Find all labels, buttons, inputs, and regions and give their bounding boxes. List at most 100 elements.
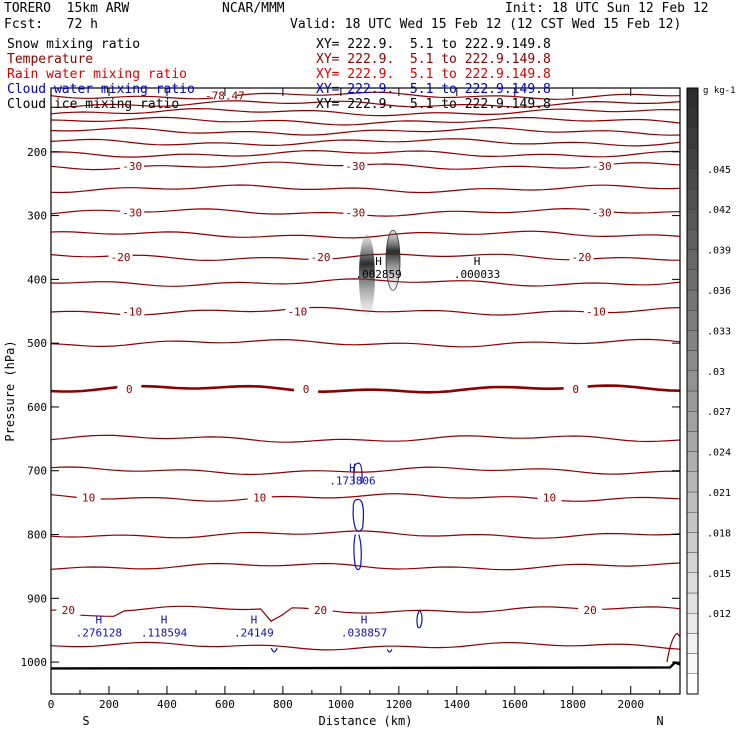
cloud-ice-shading (358, 234, 375, 319)
contour-label-bg (569, 251, 594, 264)
colorbar-tick-label: .015 (707, 569, 731, 580)
contour-label: 20 (62, 604, 75, 617)
temperature-contour (50, 641, 681, 651)
temperature-contour (666, 632, 681, 663)
contour-label-bg (285, 305, 310, 318)
colorbar-tick-label: .021 (707, 488, 731, 499)
contour-label: -78.47 (205, 90, 245, 103)
colorbar-segment (686, 653, 699, 674)
y-tick-label: 1000 (21, 656, 48, 669)
cloud-water-contour (386, 649, 393, 653)
contour-label: -30 (592, 206, 612, 219)
center-label: NCAR/MMM (222, 1, 285, 16)
cloud-water-contour (416, 610, 423, 629)
colorbar-segment (686, 128, 699, 149)
contour-label-bg (589, 206, 614, 219)
init-time: Init: 18 UTC Sun 12 Feb 12 (505, 1, 709, 16)
colorbar-segment (686, 269, 699, 291)
contour-label: -10 (287, 305, 307, 318)
contour-label: -30 (122, 206, 142, 219)
high-marker: H (161, 613, 168, 626)
contour-label-bg (589, 159, 614, 172)
cloud-water-contour (270, 647, 278, 653)
temperature-contour (50, 466, 681, 476)
high-value-label: .002859 (355, 268, 401, 281)
legend-temperature-xy: XY= 222.9. 5.1 to 222.9.149.8 (316, 52, 551, 67)
contour-label-bg (537, 491, 562, 504)
valid-time: Valid: 18 UTC Wed 15 Feb 12 (12 CST Wed … (290, 17, 682, 32)
terrain-line (50, 661, 681, 670)
temperature-contour (50, 338, 681, 348)
high-marker: H (361, 613, 368, 626)
colorbar-tick-label: .042 (707, 205, 731, 216)
colorbar-tick-label: .033 (707, 326, 731, 337)
cloud-water-contour (353, 462, 363, 484)
temperature-contour (50, 107, 681, 117)
colorbar-tick-label: .039 (707, 246, 731, 257)
legend-cloud-ice-name: Cloud ice mixing ratio (7, 97, 180, 112)
contour-label: 10 (543, 492, 556, 505)
south-label: S (82, 714, 89, 728)
high-marker: H (96, 613, 103, 626)
colorbar-tick-label: .027 (707, 407, 731, 418)
contour-label-bg (76, 491, 101, 504)
y-tick-label: 800 (27, 529, 47, 542)
temperature-contour (50, 184, 681, 194)
y-tick-label: 900 (27, 592, 47, 605)
contour-label-bg (56, 603, 81, 616)
colorbar-tick-label: .03 (707, 367, 725, 378)
temperature-contour (50, 91, 681, 100)
x-tick-label: 1200 (386, 698, 413, 711)
y-tick-label: 600 (27, 401, 47, 414)
high-value-label: .000033 (454, 268, 500, 281)
x-tick-label: 1000 (328, 698, 355, 711)
contour-label: -10 (586, 305, 606, 318)
x-tick-label: 1400 (444, 698, 471, 711)
colorbar-segment (686, 572, 699, 594)
colorbar-segment (686, 87, 699, 109)
x-tick-label: 2000 (617, 698, 644, 711)
legend-snow-xy: XY= 222.9. 5.1 to 222.9.149.8 (316, 37, 551, 52)
contour-label-bg (563, 383, 588, 396)
contour-label: 20 (314, 604, 327, 617)
colorbar-segment (686, 390, 699, 412)
contour-label: -10 (122, 305, 142, 318)
contour-label-bg (120, 206, 145, 219)
contour-label-bg (108, 251, 133, 264)
high-value-label: .276128 (76, 626, 122, 639)
contour-label: -20 (311, 251, 331, 264)
y-tick-label: 500 (27, 337, 47, 350)
colorbar-segment (686, 471, 699, 493)
contour-label: 10 (82, 492, 95, 505)
contour-label: -30 (122, 160, 142, 173)
contour-label-bg (343, 206, 368, 219)
x-axis-label: Distance (km) (319, 714, 413, 728)
colorbar-tick-label: .018 (707, 528, 731, 539)
colorbar-segment (686, 148, 699, 170)
colorbar-segment (686, 491, 699, 513)
high-value-label: .118594 (141, 626, 188, 639)
temperature-contour (50, 138, 681, 147)
colorbar-tick-label: .036 (707, 286, 731, 297)
contour-label-bg (343, 159, 368, 172)
temperature-contour (50, 434, 681, 443)
model-title: TORERO 15km ARW (4, 1, 130, 16)
x-tick-label: 800 (273, 698, 293, 711)
x-tick-label: 400 (157, 698, 177, 711)
contour-label-bg (308, 603, 333, 616)
colorbar-segment (686, 350, 699, 372)
high-marker: H (375, 255, 382, 268)
high-marker: H (349, 462, 356, 475)
legend-cloud-ice-xy: XY= 222.9. 5.1 to 222.9.149.8 (316, 97, 551, 112)
colorbar-segment (686, 330, 699, 351)
cloud-water-contour (353, 534, 362, 571)
legend-rain-xy: XY= 222.9. 5.1 to 222.9.149.8 (316, 67, 551, 82)
x-tick-label: 200 (99, 698, 119, 711)
temperature-contour (50, 530, 681, 539)
high-marker: H (251, 613, 258, 626)
contour-label-bg (294, 383, 319, 396)
y-tick-label: 300 (27, 210, 47, 223)
y-tick-label: 200 (27, 146, 47, 159)
contour-label: 0 (303, 383, 310, 396)
y-axis-label: Pressure (hPa) (3, 340, 17, 441)
